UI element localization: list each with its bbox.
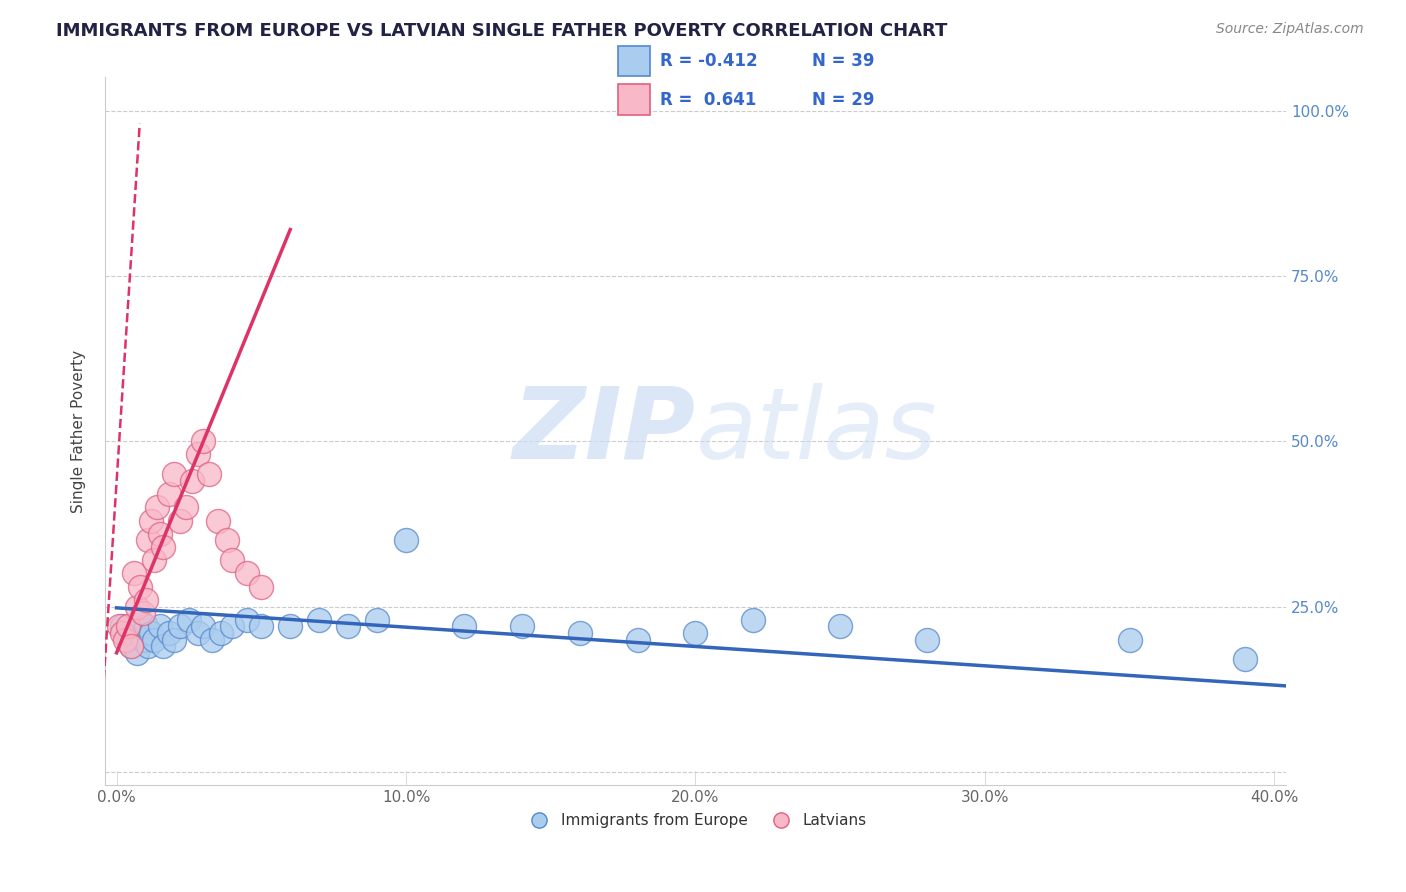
Text: R = -0.412: R = -0.412 bbox=[661, 52, 758, 70]
Point bbox=[131, 606, 153, 620]
Text: R =  0.641: R = 0.641 bbox=[661, 91, 756, 109]
Text: atlas: atlas bbox=[696, 383, 938, 480]
Point bbox=[157, 626, 180, 640]
Point bbox=[141, 514, 163, 528]
Point bbox=[108, 619, 131, 633]
Point bbox=[510, 619, 533, 633]
Point bbox=[187, 626, 209, 640]
Point bbox=[143, 553, 166, 567]
Point bbox=[169, 619, 191, 633]
Point bbox=[163, 632, 186, 647]
Point bbox=[278, 619, 301, 633]
Point bbox=[337, 619, 360, 633]
Point bbox=[453, 619, 475, 633]
Point bbox=[120, 639, 142, 653]
Point bbox=[685, 626, 707, 640]
Y-axis label: Single Father Poverty: Single Father Poverty bbox=[72, 350, 86, 513]
Point bbox=[138, 533, 160, 548]
Point bbox=[568, 626, 591, 640]
Text: IMMIGRANTS FROM EUROPE VS LATVIAN SINGLE FATHER POVERTY CORRELATION CHART: IMMIGRANTS FROM EUROPE VS LATVIAN SINGLE… bbox=[56, 22, 948, 40]
Point bbox=[236, 613, 259, 627]
Point bbox=[163, 467, 186, 482]
Point bbox=[198, 467, 221, 482]
Point bbox=[1234, 652, 1257, 666]
Text: Source: ZipAtlas.com: Source: ZipAtlas.com bbox=[1216, 22, 1364, 37]
Point bbox=[209, 626, 232, 640]
Point bbox=[207, 514, 229, 528]
Point bbox=[125, 646, 148, 660]
Point bbox=[157, 487, 180, 501]
Point bbox=[143, 632, 166, 647]
Point bbox=[366, 613, 388, 627]
Point bbox=[120, 639, 142, 653]
Legend: Immigrants from Europe, Latvians: Immigrants from Europe, Latvians bbox=[517, 807, 873, 834]
Point bbox=[193, 434, 215, 449]
Point bbox=[626, 632, 648, 647]
Point bbox=[187, 447, 209, 461]
FancyBboxPatch shape bbox=[619, 45, 651, 77]
Point bbox=[111, 619, 134, 633]
Text: N = 39: N = 39 bbox=[813, 52, 875, 70]
Point bbox=[915, 632, 938, 647]
Point bbox=[134, 619, 156, 633]
Point bbox=[250, 580, 273, 594]
Point bbox=[117, 619, 139, 633]
Point bbox=[169, 514, 191, 528]
Point bbox=[236, 566, 259, 581]
Point bbox=[122, 626, 145, 640]
Point bbox=[122, 566, 145, 581]
Point bbox=[114, 632, 136, 647]
Point bbox=[174, 500, 197, 515]
Point bbox=[128, 580, 150, 594]
Point bbox=[117, 632, 139, 647]
Point bbox=[193, 619, 215, 633]
Point bbox=[830, 619, 852, 633]
Point bbox=[152, 639, 174, 653]
Point bbox=[395, 533, 418, 548]
Point bbox=[141, 626, 163, 640]
Point bbox=[180, 474, 202, 488]
FancyBboxPatch shape bbox=[619, 85, 651, 115]
Point bbox=[250, 619, 273, 633]
Point bbox=[149, 526, 172, 541]
Point bbox=[221, 553, 243, 567]
Text: N = 29: N = 29 bbox=[813, 91, 875, 109]
Point bbox=[215, 533, 238, 548]
Point bbox=[125, 599, 148, 614]
Point bbox=[131, 632, 153, 647]
Point bbox=[138, 639, 160, 653]
Point bbox=[111, 626, 134, 640]
Text: ZIP: ZIP bbox=[512, 383, 696, 480]
Point bbox=[221, 619, 243, 633]
Point bbox=[152, 540, 174, 554]
Point bbox=[134, 593, 156, 607]
Point bbox=[201, 632, 224, 647]
Point bbox=[177, 613, 200, 627]
Point bbox=[308, 613, 330, 627]
Point bbox=[146, 500, 169, 515]
Point bbox=[149, 619, 172, 633]
Point bbox=[128, 613, 150, 627]
Point bbox=[1118, 632, 1140, 647]
Point bbox=[742, 613, 765, 627]
